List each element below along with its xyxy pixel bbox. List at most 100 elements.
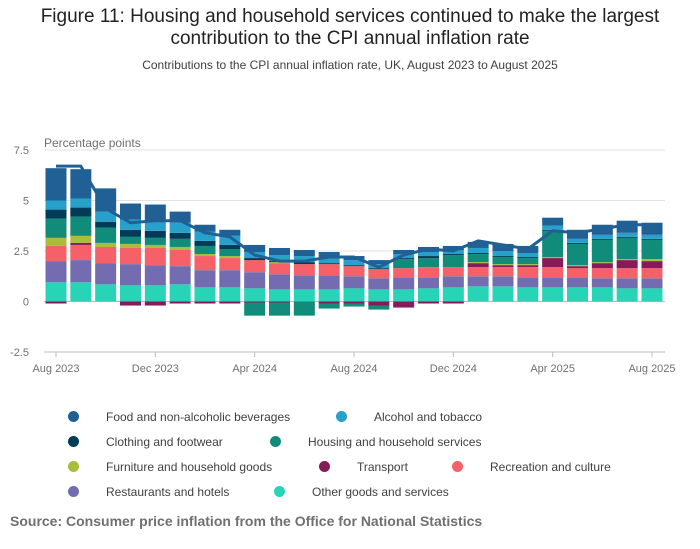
bar-segment-clothing-and-footwear	[368, 268, 390, 270]
bar-segment-housing-and-household-services	[95, 227, 117, 243]
bar-stack	[318, 252, 340, 309]
bar-segment-restaurants-and-hotels	[318, 275, 340, 290]
x-tick-label: Apr 2024	[232, 363, 277, 375]
bar-segment-furniture-and-household-goods	[542, 257, 564, 259]
bar-segment-restaurants-and-hotels	[144, 265, 166, 286]
legend-swatch	[319, 461, 330, 472]
bar-segment-alcohol-and-tobacco	[70, 198, 92, 208]
bar-segment-recreation-and-culture	[616, 268, 638, 279]
bar-segment-clothing-and-footwear	[293, 262, 315, 265]
chart-title: Figure 11: Housing and household service…	[0, 6, 700, 50]
bar-segment-restaurants-and-hotels	[70, 260, 92, 283]
bar-segment-other-goods-and-services	[144, 285, 166, 302]
bar-segment-furniture-and-household-goods	[45, 237, 67, 246]
bar-segment-clothing-and-footwear	[45, 209, 67, 219]
y-tick-label: -2.5	[10, 347, 29, 359]
x-tick-label: Dec 2023	[132, 363, 179, 375]
bar-segment-housing-and-household-services	[45, 218, 67, 238]
bar-segment-restaurants-and-hotels	[45, 261, 67, 283]
bar-segment-housing-and-household-services	[244, 302, 266, 316]
bar-segment-housing-and-household-services	[591, 239, 613, 263]
bar-segment-clothing-and-footwear	[442, 254, 464, 256]
bar-segment-clothing-and-footwear	[517, 257, 539, 259]
bar-segment-housing-and-household-services	[269, 302, 290, 316]
bar-segment-other-goods-and-services	[368, 289, 390, 302]
bar-segment-clothing-and-footwear	[169, 232, 191, 239]
bar-segment-housing-and-household-services	[542, 230, 564, 258]
bar-segment-alcohol-and-tobacco	[194, 231, 216, 241]
bar-segment-furniture-and-household-goods	[120, 243, 141, 248]
legend-swatch	[452, 461, 463, 472]
bar-segment-recreation-and-culture	[194, 256, 216, 271]
bar-segment-recreation-and-culture	[343, 266, 365, 277]
bar-segment-transport	[368, 301, 390, 306]
bar-segment-transport	[492, 265, 514, 268]
bar-segment-recreation-and-culture	[368, 269, 390, 279]
bar-segment-recreation-and-culture	[467, 267, 489, 277]
bar-stack	[343, 256, 365, 307]
bar-segment-furniture-and-household-goods	[616, 259, 638, 261]
bar-segment-restaurants-and-hotels	[269, 274, 290, 290]
legend-label: Other goods and services	[312, 485, 449, 499]
stacked-bar-chart: -2.5 0 2.5 5 7.5 Percentage points Aug 2023 Dec…	[10, 136, 676, 375]
bar-segment-transport	[591, 263, 613, 269]
bar-segment-recreation-and-culture	[542, 267, 564, 278]
bar-segment-other-goods-and-services	[343, 288, 365, 302]
bar-segment-other-goods-and-services	[418, 288, 439, 302]
bar-stack	[591, 224, 613, 302]
bar-segment-transport	[542, 258, 564, 268]
bar-segment-restaurants-and-hotels	[517, 277, 539, 288]
bar-segment-other-goods-and-services	[120, 285, 141, 302]
bar-segment-food-and-non-alcoholic-beverages	[492, 243, 514, 251]
bar-segment-housing-and-household-services	[318, 303, 340, 309]
bar-segment-recreation-and-culture	[641, 268, 663, 279]
x-tick-label: Apr 2025	[530, 363, 575, 375]
bar-segment-housing-and-household-services	[616, 237, 638, 260]
legend-label: Furniture and household goods	[106, 460, 273, 474]
bar-segment-alcohol-and-tobacco	[517, 253, 539, 258]
bar-stack	[244, 244, 266, 316]
bar-segment-food-and-non-alcoholic-beverages	[95, 188, 117, 212]
bar-segment-recreation-and-culture	[45, 245, 67, 262]
bar-segment-alcohol-and-tobacco	[169, 222, 191, 233]
bar-segment-furniture-and-household-goods	[169, 246, 191, 250]
bar-segment-furniture-and-household-goods	[467, 262, 489, 264]
bar-segment-clothing-and-footwear	[616, 236, 638, 238]
bar-segment-food-and-non-alcoholic-beverages	[120, 203, 141, 220]
y-tick-label: 5	[23, 196, 29, 208]
bar-segment-transport	[269, 301, 290, 303]
bar-segment-alcohol-and-tobacco	[120, 219, 141, 230]
y-tick-label: 7.5	[14, 145, 29, 157]
bar-segment-other-goods-and-services	[442, 287, 464, 302]
bar-stack	[492, 243, 514, 302]
bar-stack	[45, 168, 67, 304]
bar-segment-clothing-and-footwear	[343, 265, 365, 267]
bar-segment-alcohol-and-tobacco	[219, 235, 241, 245]
bar-stack	[442, 245, 464, 304]
bar-segment-food-and-non-alcoholic-beverages	[169, 211, 191, 223]
bar-segment-alcohol-and-tobacco	[591, 234, 613, 239]
bar-segment-recreation-and-culture	[418, 267, 439, 278]
bar-stack	[120, 203, 141, 306]
bar-segment-clothing-and-footwear	[641, 238, 663, 240]
bar-segment-food-and-non-alcoholic-beverages	[567, 229, 588, 239]
bar-segment-recreation-and-culture	[169, 249, 191, 267]
bar-segment-restaurants-and-hotels	[442, 276, 464, 288]
bar-segment-food-and-non-alcoholic-beverages	[219, 229, 241, 236]
bar-stack	[293, 249, 315, 316]
bar-segment-restaurants-and-hotels	[120, 264, 141, 286]
bar-segment-other-goods-and-services	[616, 288, 638, 302]
bar-stack	[641, 222, 663, 302]
bar-segment-transport	[169, 301, 191, 304]
bar-segment-food-and-non-alcoholic-beverages	[293, 249, 315, 257]
bar-segment-furniture-and-household-goods	[219, 256, 241, 259]
inflation-line-layer	[56, 164, 652, 269]
y-axis-label: Percentage points	[44, 136, 141, 150]
bar-segment-housing-and-household-services	[442, 255, 464, 268]
bar-segment-transport	[567, 266, 588, 269]
bar-segment-housing-and-household-services	[567, 243, 588, 266]
bar-segment-furniture-and-household-goods	[567, 265, 588, 267]
chart-title-line-2: contribution to the CPI annual inflation…	[170, 28, 530, 49]
bar-segment-food-and-non-alcoholic-beverages	[269, 247, 290, 256]
bar-stack	[542, 217, 564, 302]
